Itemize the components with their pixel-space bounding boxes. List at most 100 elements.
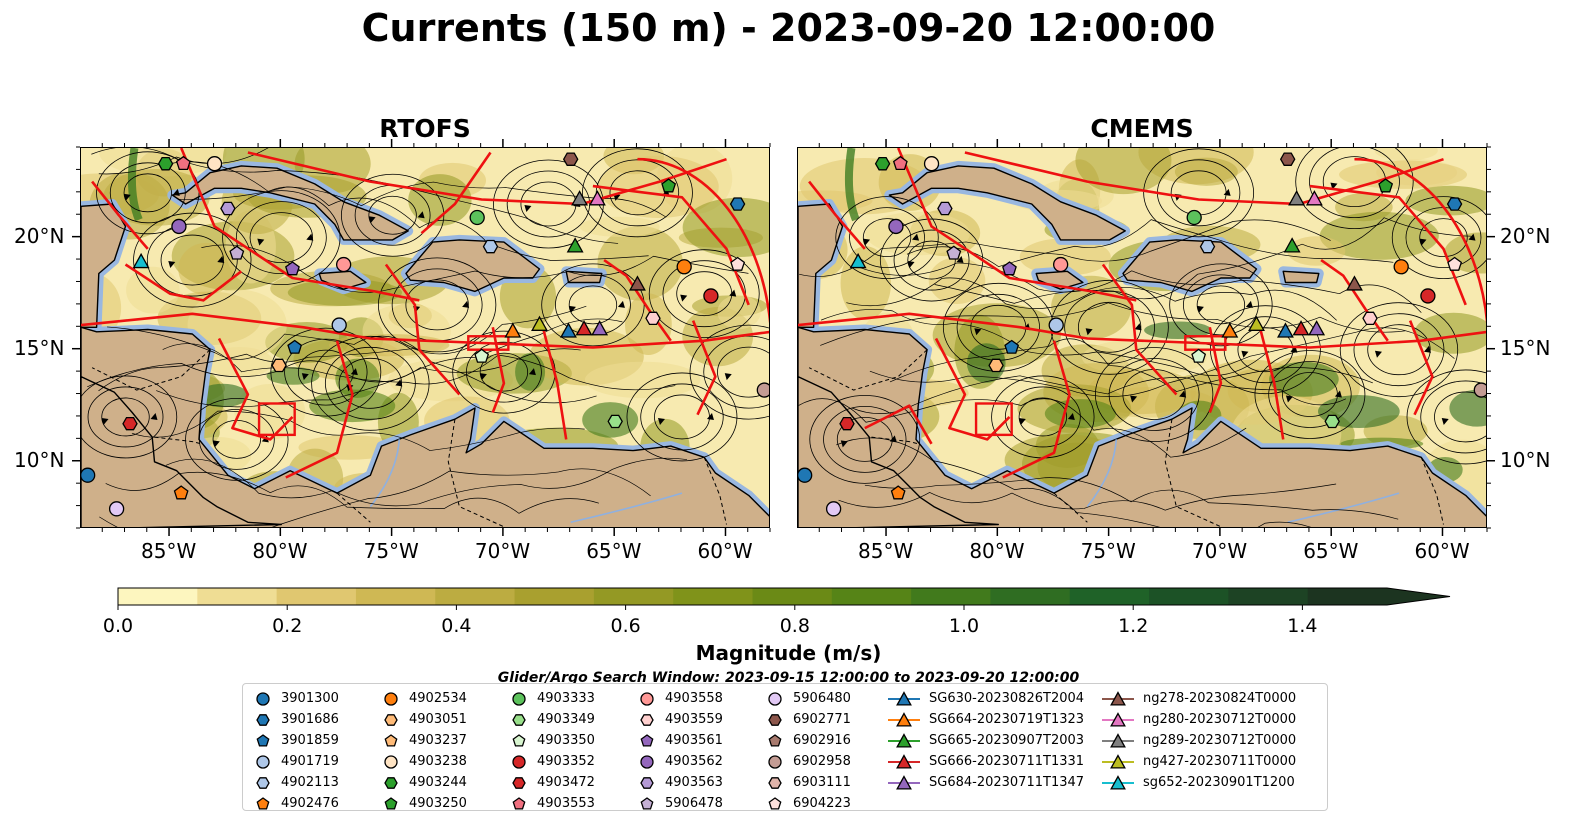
legend-entry: 6902916 (765, 730, 851, 751)
platform-marker (1283, 237, 1301, 253)
current-magnitude-patch (1319, 211, 1439, 260)
x-tick-label: 75°W (363, 539, 419, 563)
boundary-box (257, 402, 296, 437)
streamline (1094, 347, 1214, 442)
colorbar-segment (514, 588, 595, 605)
streamline (1391, 196, 1486, 280)
x-tick-label: 60°W (697, 539, 753, 563)
figure-title: Currents (150 m) - 2023-09-20 12:00:00 (361, 6, 1216, 50)
colorbar-segment (831, 588, 912, 605)
legend-hexagon-icon (384, 776, 398, 789)
platform-marker (839, 416, 855, 431)
streamline-arrow (306, 233, 314, 241)
colorbar-tick-label: 0.2 (272, 615, 303, 637)
streamline (1353, 313, 1445, 387)
boundary-line (1101, 263, 1178, 396)
platform-marker (1191, 348, 1207, 363)
platform-marker (1248, 315, 1265, 331)
legend-triangle-icon (888, 732, 920, 748)
streamline-arrow (479, 373, 487, 381)
legend-hexagon-icon (512, 713, 526, 726)
platform-marker (1279, 152, 1296, 166)
legend-entry-label: 3901686 (281, 712, 339, 727)
legend-entry: 4903250 (381, 793, 467, 814)
platform-marker (173, 485, 189, 500)
streamline (821, 309, 1269, 376)
platform-marker (335, 256, 352, 273)
legend-column: SG630-20230826T2004 SG664-20230719T1323 SG… (887, 688, 1084, 793)
legend-pentagon-icon (768, 733, 782, 747)
streamline (377, 257, 497, 353)
legend-entry: 6903111 (765, 772, 851, 793)
legend-entry: 4903559 (637, 709, 723, 730)
streamline (1419, 218, 1468, 258)
boundary-box (467, 335, 510, 351)
platform-marker (1447, 256, 1463, 271)
colorbar-segment (197, 588, 278, 605)
legend-entry-label: ng278-20230824T0000 (1143, 691, 1297, 706)
y-tick-label-right: 20°N (1500, 223, 1551, 248)
platform-marker (730, 256, 746, 271)
platform-marker (888, 218, 904, 235)
streamline (799, 219, 1331, 277)
legend-circle-icon (256, 754, 270, 769)
platform-marker (588, 190, 606, 206)
x-tick-label: 80°W (969, 539, 1025, 563)
colorbar-tick-label: 0.0 (102, 615, 134, 637)
legend-hexagon-icon (512, 776, 526, 789)
streamline-arrow (956, 256, 964, 264)
streamline (1339, 302, 1459, 398)
legend-entry-label: SG630-20230826T2004 (929, 691, 1085, 706)
legend-entry-label: 6904223 (793, 796, 851, 811)
legend-hexagon-icon (256, 776, 270, 789)
land-mass (798, 326, 1486, 527)
streamline (1077, 301, 1142, 353)
streamline-arrow (657, 417, 665, 425)
legend-entry-label: 4903561 (665, 733, 723, 748)
boundary-line (1208, 327, 1223, 413)
legend-entry: 4903563 (637, 772, 723, 793)
legend-circle-icon (384, 754, 398, 769)
colorbar-segment (673, 588, 753, 605)
legend-column: 4902534 4903051 4903237 4903238 4903244 49032… (381, 688, 467, 814)
legend-entry-label: ng280-20230712T0000 (1143, 712, 1297, 727)
streamline (198, 408, 275, 470)
platform-marker (504, 322, 522, 338)
platform-marker (559, 322, 577, 338)
country-border (154, 436, 202, 445)
streamline (160, 234, 224, 286)
streamline-arrow (1441, 417, 1449, 425)
legend-entry: sg652-20230901T1200 (1101, 772, 1296, 793)
streamline (1143, 148, 1255, 238)
streamline-arrow (912, 233, 920, 241)
platform-marker (1276, 322, 1294, 338)
x-tick-label: 60°W (1414, 539, 1470, 563)
streamline (506, 170, 591, 238)
legend-entry-label: ng289-20230712T0000 (1143, 733, 1297, 748)
platform-marker (122, 416, 138, 431)
boundary-line (180, 148, 420, 302)
river (1086, 439, 1400, 524)
legend-entry: ng280-20230712T0000 (1101, 709, 1296, 730)
streamline (820, 302, 1406, 346)
boundary-line (808, 180, 866, 250)
streamline (568, 285, 618, 325)
land-mass (565, 270, 603, 284)
streamline-arrow (1374, 350, 1382, 358)
panel-title-rtofs: RTOFS (379, 114, 471, 143)
legend-triangle-icon (888, 690, 920, 706)
platform-marker (676, 259, 692, 275)
streamline-arrow (395, 379, 403, 387)
streamline (1406, 369, 1486, 465)
platform-marker (287, 339, 303, 354)
current-magnitude-patch (178, 242, 235, 296)
legend-entry: 4903333 (509, 688, 595, 709)
colorbar-segment (276, 588, 357, 605)
current-magnitude-patch (126, 266, 180, 314)
streamline-arrow (1223, 188, 1231, 196)
current-magnitude-patch (234, 384, 306, 440)
land-mass (798, 375, 999, 527)
map-panel-rtofs (80, 147, 770, 528)
legend-entry: 5906480 (765, 688, 851, 709)
streamline (1183, 274, 1259, 336)
